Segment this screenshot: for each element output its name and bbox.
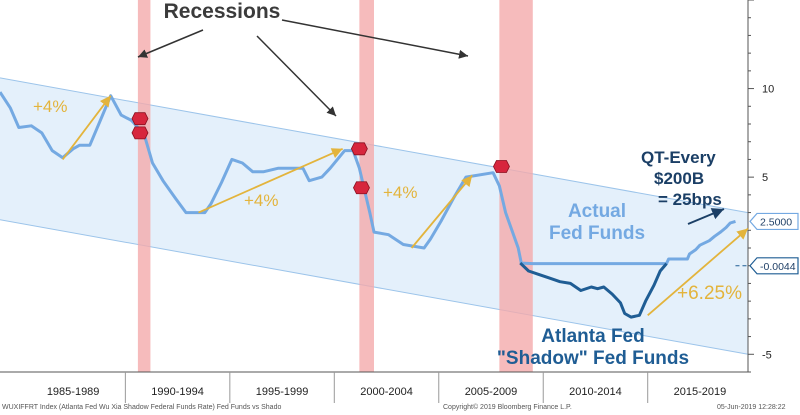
value-tag-box [749,257,799,275]
qt-label-line1: QT-Every [641,148,716,167]
x-tick-label: 2010-2014 [569,386,622,398]
actual-fed-funds-label-line1: Actual [568,201,626,222]
recession-pointer-arrow [137,29,204,58]
hike-arrow [647,227,749,316]
x-tick-label: 2000-2004 [360,386,413,398]
hike-label-2000s: +4% [383,183,418,202]
recession-signal-marker [493,160,510,173]
recessions-headline: Recessions [164,0,281,23]
hike-arrow [410,174,473,249]
y-tick-label: 5 [762,172,768,184]
recession-pointer-arrow [281,19,469,59]
qt-arrow [687,208,725,225]
hike-label-2015-2019: +6.25% [677,283,742,304]
value-tag-label: 2.5000 [760,216,792,228]
footer-timestamp: 05-Jun-2019 12:28:22 [717,404,786,411]
footer-copyright: Copyright© 2019 Bloomberg Finance L.P. [443,404,572,411]
value-tag-label: -0.0044 [760,261,796,273]
x-tick-label: 2005-2009 [465,386,518,398]
shadow-fed-funds-line [519,262,668,319]
recession-signal-marker [131,126,149,140]
qt-label-line3: = 25bps [658,190,722,209]
chart-footer: WUXIFFRT Index (Atlanta Fed Wu Xia Shado… [0,403,800,415]
recession-bar-1 [137,0,151,372]
footer-index-description: WUXIFFRT Index (Atlanta Fed Wu Xia Shado… [2,404,282,411]
recession-pointer-arrow [256,35,337,117]
x-tick-label: 1990-1994 [151,386,204,398]
recession-signal-marker [131,112,149,126]
x-tick-label: 2015-2019 [674,386,727,398]
x-tick-label: 1995-1999 [256,386,309,398]
recession-bar-3 [499,0,533,372]
hike-label-1980s: +4% [33,97,68,116]
y-tick-label: 10 [762,84,774,96]
hike-label-1990s: +4% [244,191,279,210]
hike-arrow [198,147,344,214]
actual-fed-funds-label-line2: Fed Funds [549,223,645,244]
shadow-fed-funds-label-line1: Atlanta Fed [541,326,644,347]
fed-funds-chart: 10 5 -5 1985-1989 1990-1994 1995-1999 2000-200… [0,0,799,403]
recession-signal-marker [353,181,370,195]
qt-label-line2: $200B [654,169,704,188]
y-tick-label: -5 [762,349,772,361]
value-tag-box [749,212,799,231]
x-tick-label: 1985-1989 [47,386,100,398]
hike-arrow [61,95,112,160]
shadow-fed-funds-label-line2: "Shadow" Fed Funds [497,348,689,369]
recession-signal-marker [350,142,368,156]
